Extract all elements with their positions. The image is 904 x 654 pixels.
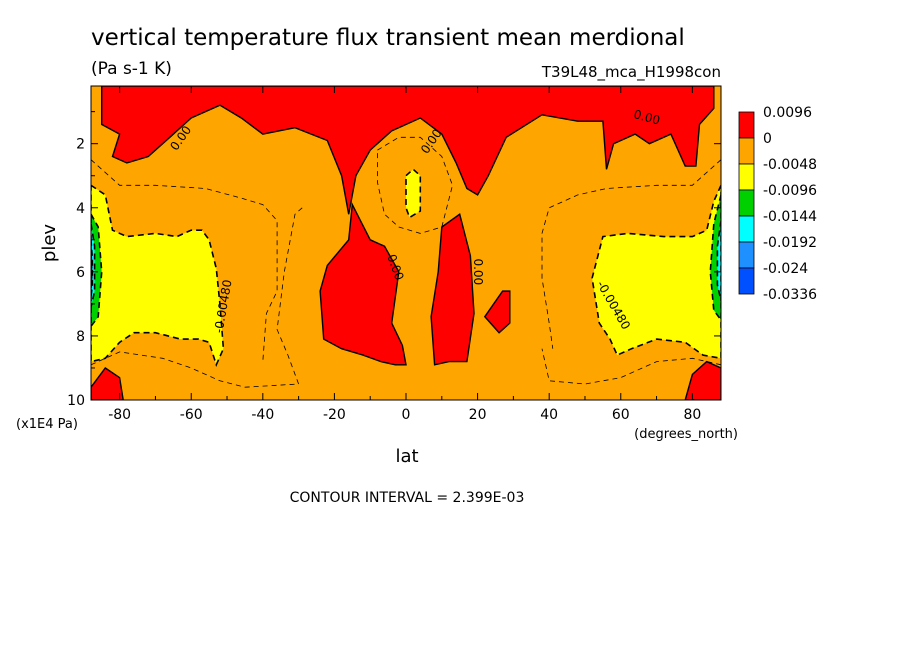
y-axis-label: plev <box>39 224 60 263</box>
axes: -80 -60 -40 -20 0 20 40 60 80 2 4 6 8 10 <box>67 86 721 423</box>
contour-region-cyan-13 <box>716 220 721 301</box>
y-tick-label: 8 <box>76 329 85 345</box>
y-axis-units: (x1E4 Pa) <box>16 417 78 432</box>
contour-region-red-6 <box>684 360 721 400</box>
legend-swatch-orange <box>738 137 755 165</box>
contour-region-orange-0 <box>91 86 721 400</box>
legend-swatch-blue <box>738 241 755 269</box>
contour-region-yellow-8 <box>591 184 721 360</box>
contour-line-dashed-4 <box>541 159 721 349</box>
contour-region-red-5 <box>91 367 124 400</box>
legend-label: -0.0048 <box>763 157 817 173</box>
x-tick-label: 80 <box>683 407 701 423</box>
legend-swatch-green <box>738 189 755 217</box>
contour-region-yellow-7 <box>91 184 225 368</box>
contour-label: 0.00 <box>632 107 661 127</box>
x-tick-label: 40 <box>540 407 558 423</box>
contour-region-red-1 <box>100 86 715 215</box>
x-axis-label: lat <box>395 446 418 467</box>
contour-region-red-4 <box>483 290 511 334</box>
thin-contour-lines <box>91 136 721 388</box>
legend-label: 0 <box>763 131 772 147</box>
contour-line-dashed-3 <box>376 136 453 234</box>
contour-region-red-3 <box>430 213 475 366</box>
legend-label: -0.0096 <box>763 183 817 199</box>
contour-region-yellow-9 <box>405 168 422 219</box>
y-tick-label: 2 <box>76 137 85 153</box>
y-tick-label: 6 <box>76 265 85 281</box>
x-tick-label: -40 <box>251 407 274 423</box>
y-tick-label: 4 <box>76 201 85 217</box>
y-tick-label: 10 <box>67 393 85 409</box>
x-tick-label: -20 <box>323 407 346 423</box>
legend: 0.0096 0 -0.0048 -0.0096 -0.0144 -0.0192 -0.02… <box>738 105 817 303</box>
legend-swatch-deepblue <box>738 267 755 295</box>
x-tick-label: 60 <box>612 407 630 423</box>
legend-label: -0.024 <box>763 261 808 277</box>
x-tick-label: -60 <box>180 407 203 423</box>
contour-regions <box>91 86 721 400</box>
chart-subtitle: (Pa s-1 K) <box>91 59 172 79</box>
legend-swatch-cyan <box>738 215 755 243</box>
legend-label: 0.0096 <box>763 105 812 121</box>
x-tick-label: 20 <box>469 407 487 423</box>
legend-label: -0.0192 <box>763 235 817 251</box>
contour-line-dashed-5 <box>541 348 721 385</box>
contour-line-dashed-0 <box>91 159 278 362</box>
legend-label: -0.0336 <box>763 287 817 303</box>
contour-region-red-2 <box>319 202 407 366</box>
contour-line-dashed-1 <box>91 351 299 388</box>
dataset-label: T39L48_mca_H1998con <box>541 63 721 82</box>
chart-title: vertical temperature flux transient mean… <box>91 25 685 51</box>
legend-label: -0.0144 <box>763 209 817 225</box>
x-tick-label: 0 <box>402 407 411 423</box>
legend-swatch-yellow <box>738 163 755 191</box>
legend-swatch-red <box>738 111 755 139</box>
x-axis-units: (degrees_north) <box>634 427 738 442</box>
x-tick-label: -80 <box>108 407 131 423</box>
contour-label: 0.00 <box>471 258 485 285</box>
contour-interval-text: CONTOUR INTERVAL = 2.399E-03 <box>290 490 525 506</box>
